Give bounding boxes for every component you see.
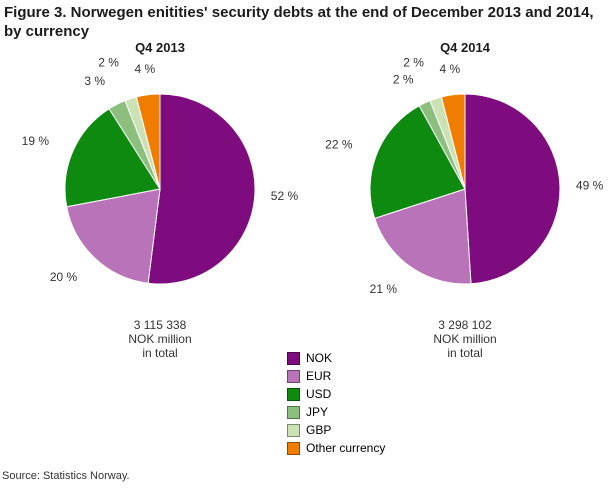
chart-2013-total: 3 115 338 NOK million in total — [10, 318, 310, 360]
legend-item-gbp: GBP — [287, 421, 385, 439]
legend-item-other-currency: Other currency — [287, 439, 385, 457]
legend-label-gbp: GBP — [306, 423, 332, 437]
pie-chart-2014: 49 % 21 % 22 % 2 % 2 % 4 % — [325, 56, 604, 297]
pie-slice-other-currency — [440, 93, 466, 190]
legend-label-other-currency: Other currency — [306, 441, 386, 455]
other-currency-color-swatch — [287, 441, 300, 455]
legend-label-nok: NOK — [306, 351, 333, 365]
legend-label-eur: EUR — [306, 369, 332, 383]
pie-slice-nok — [464, 93, 561, 285]
pie-percentage-label: 2 % — [393, 73, 414, 87]
chart-2014: Q4 2014 49 % 21 % 22 % 2 % 2 % 4 % 3 298 102 … — [315, 40, 610, 360]
pie-slice-eur — [374, 188, 472, 285]
jpy-color-swatch — [287, 405, 300, 419]
pie-chart-2013: 52 % 20 % 19 % 3 % 2 % 4 % — [22, 56, 299, 285]
usd-color-swatch — [287, 387, 300, 401]
source-note: Source: Statistics Norway. — [2, 470, 130, 482]
figure-title: Figure 3. Norwegen enitities' security d… — [4, 4, 594, 40]
legend-item-nok: NOK — [287, 349, 385, 367]
total-value: 3 298 102 — [438, 318, 492, 332]
pie-percentage-label: 20 % — [50, 270, 78, 284]
pie-percentage-label: 2 % — [403, 56, 424, 70]
pie-percentage-label: 19 % — [22, 134, 50, 148]
pie-percentage-label: 22 % — [325, 138, 353, 152]
pie-percentage-label: 2 % — [98, 56, 119, 70]
pie-percentage-label: 52 % — [271, 189, 299, 203]
pie-slice-nok — [147, 93, 256, 285]
pie-slice-usd — [64, 108, 161, 208]
pie-percentage-label: 21 % — [370, 282, 398, 296]
pie-slice-eur — [66, 188, 161, 284]
chart-2014-title: Q4 2014 — [440, 40, 490, 55]
legend-item-jpy: JPY — [287, 403, 385, 421]
total-unit: NOK million — [128, 332, 192, 346]
gbp-color-swatch — [287, 423, 300, 437]
total-unit: NOK million — [433, 332, 497, 346]
eur-color-swatch — [287, 369, 300, 383]
pie-percentage-label: 3 % — [84, 74, 105, 88]
pie-slice-usd — [369, 105, 466, 219]
legend-item-usd: USD — [287, 385, 385, 403]
legend-item-eur: EUR — [287, 367, 385, 385]
total-value: 3 115 338 — [133, 318, 187, 332]
pie-percentage-label: 49 % — [576, 179, 604, 193]
pie-slice-other-currency — [135, 93, 161, 190]
legend-label-usd: USD — [306, 387, 332, 401]
legend-label-jpy: JPY — [306, 405, 329, 419]
chart-2013: Q4 2013 52 % 20 % 19 % 3 % 2 % 4 % 3 115 338 … — [10, 40, 310, 360]
pie-percentage-label: 4 % — [439, 62, 460, 76]
total-suffix: in total — [142, 346, 178, 360]
chart-2014-total: 3 298 102 NOK million in total — [315, 318, 610, 360]
nok-color-swatch — [287, 351, 300, 365]
total-suffix: in total — [447, 346, 483, 360]
pie-percentage-label: 4 % — [134, 62, 155, 76]
chart-2013-title: Q4 2013 — [135, 40, 185, 55]
legend: NOK EUR USD JPY GBP Other currency — [287, 349, 385, 457]
